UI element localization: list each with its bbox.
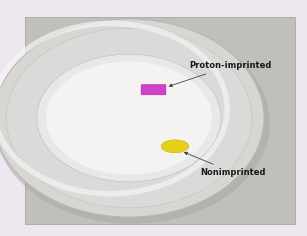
Ellipse shape — [46, 61, 212, 175]
Ellipse shape — [37, 54, 221, 182]
Ellipse shape — [0, 22, 270, 224]
Ellipse shape — [6, 28, 252, 208]
Text: Nonimprinted: Nonimprinted — [185, 152, 266, 177]
Bar — [25, 17, 295, 224]
Ellipse shape — [161, 140, 189, 153]
Text: Proton-imprinted: Proton-imprinted — [169, 61, 271, 87]
Ellipse shape — [0, 19, 264, 217]
FancyBboxPatch shape — [141, 84, 166, 95]
